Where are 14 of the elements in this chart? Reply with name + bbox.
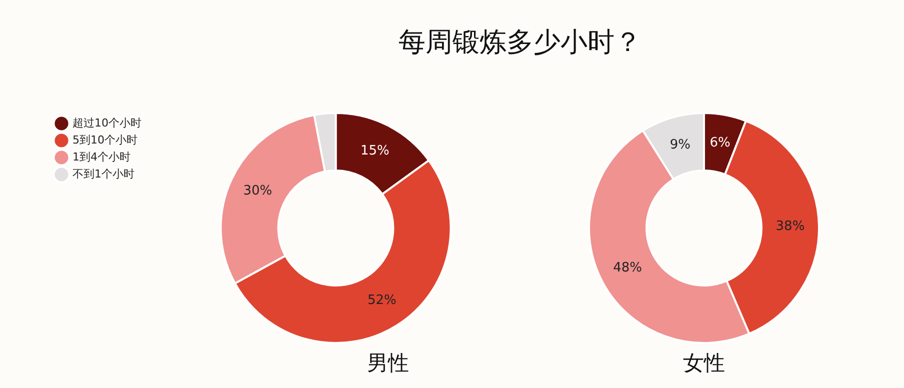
text: 男性 — [366, 350, 410, 377]
legend-label: 不到1个小时 — [72, 167, 134, 180]
data-label: 38% — [776, 219, 805, 234]
data-label: 9% — [670, 137, 690, 152]
data-label: 15% — [360, 144, 390, 159]
data-label: 6% — [710, 136, 730, 151]
legend-label: 1到4个小时 — [72, 150, 130, 164]
text: 女性 — [682, 350, 726, 377]
text: 每周锻炼多少小时？ — [398, 26, 642, 60]
data-label: 48% — [613, 260, 642, 276]
data-label: 52% — [368, 293, 396, 308]
data-label: 30% — [243, 184, 272, 199]
legend-label: 超过10个小时 — [72, 116, 142, 130]
legend-label: 5到10个小时 — [72, 133, 138, 146]
